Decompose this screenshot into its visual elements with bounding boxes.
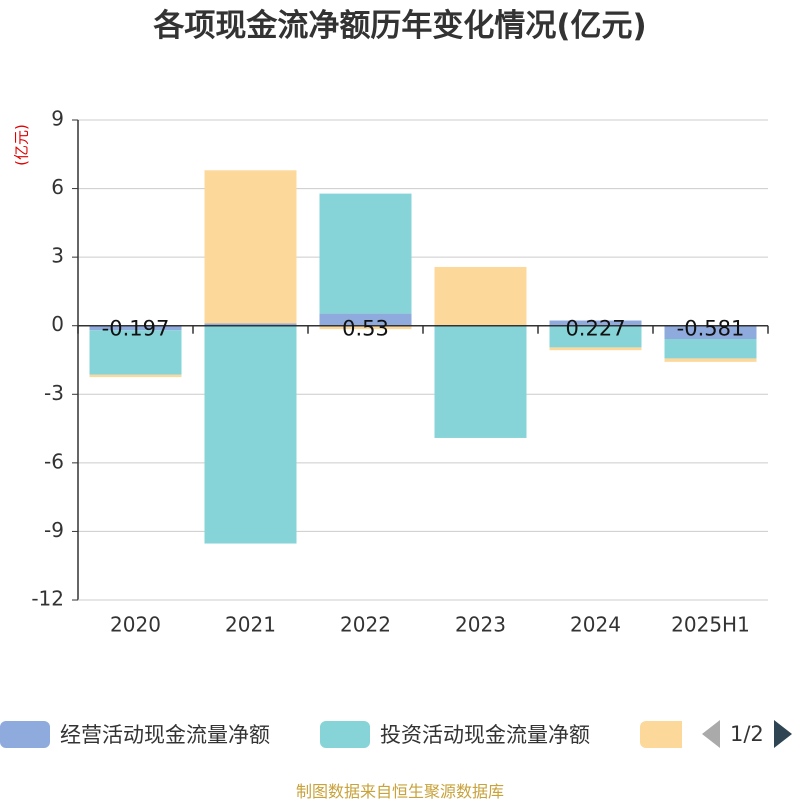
x-tick-label: 2024 — [570, 613, 621, 637]
bar-3-2020 — [89, 374, 182, 378]
x-tick-label: 2025H1 — [671, 613, 750, 637]
x-tick-label: 2021 — [225, 613, 276, 637]
y-tick-label: 9 — [51, 107, 64, 131]
legend-label-operating: 经营活动现金流量净额 — [60, 723, 270, 747]
bar-1-2021 — [204, 323, 297, 326]
bar-3-2022 — [319, 325, 412, 330]
bar-2-2022 — [319, 193, 412, 314]
bar-2-2023 — [434, 325, 527, 438]
bar-3-2023 — [434, 266, 527, 326]
data-label: 0.53 — [342, 317, 389, 341]
pager-prev-icon[interactable] — [702, 720, 720, 748]
bar-2-2024 — [549, 325, 642, 348]
legend-label-investing: 投资活动现金流量净额 — [380, 723, 590, 747]
bar-1-2024 — [549, 320, 642, 326]
x-tick-label: 2023 — [455, 613, 506, 637]
bar-1-2022 — [319, 313, 412, 326]
y-axis-unit-label: (亿元) — [13, 124, 31, 166]
legend-item-investing[interactable]: 投资活动现金流量净额 — [320, 716, 590, 752]
data-label: -0.197 — [102, 317, 170, 341]
bar-3-2021 — [204, 170, 297, 324]
y-tick-label: -9 — [44, 518, 64, 542]
bar-3-2025H1 — [664, 358, 757, 362]
bar-2-2020 — [89, 330, 182, 375]
legend-pager: 1/2 — [702, 716, 792, 752]
legend-item-third-series[interactable] — [640, 716, 682, 752]
bar-3-2024 — [549, 347, 642, 351]
legend-item-operating[interactable]: 经营活动现金流量净额 — [0, 716, 270, 752]
y-tick-label: 6 — [51, 175, 64, 199]
y-tick-label: 3 — [51, 244, 64, 268]
pager-text: 1/2 — [730, 722, 764, 746]
bar-2-2021 — [204, 325, 297, 544]
x-tick-label: 2020 — [110, 613, 161, 637]
bar-1-2025H1 — [664, 325, 757, 339]
bar-2-2025H1 — [664, 338, 757, 359]
data-source-footer: 制图数据来自恒生聚源数据库 — [295, 782, 504, 801]
y-tick-label: -6 — [44, 449, 64, 473]
legend-swatch-investing — [320, 720, 370, 748]
data-label: -0.581 — [677, 317, 745, 341]
legend: 经营活动现金流量净额 投资活动现金流量净额 1/2 — [0, 716, 800, 752]
pager-next-icon[interactable] — [773, 720, 792, 748]
y-tick-label: 0 — [51, 312, 64, 336]
y-tick-label: -12 — [31, 587, 64, 611]
legend-swatch-third-series — [640, 720, 682, 748]
data-label: 0.227 — [565, 317, 625, 341]
legend-swatch-operating — [0, 720, 50, 748]
y-tick-label: -3 — [44, 381, 64, 405]
chart-title: 各项现金流净额历年变化情况(亿元) — [153, 8, 647, 44]
bar-1-2020 — [89, 325, 182, 331]
x-tick-label: 2022 — [340, 613, 391, 637]
bar-chart: (亿元) 9 6 3 0 -3 -6 -9 -12 2020 2021 2022 2023 2024 202… — [13, 107, 769, 637]
